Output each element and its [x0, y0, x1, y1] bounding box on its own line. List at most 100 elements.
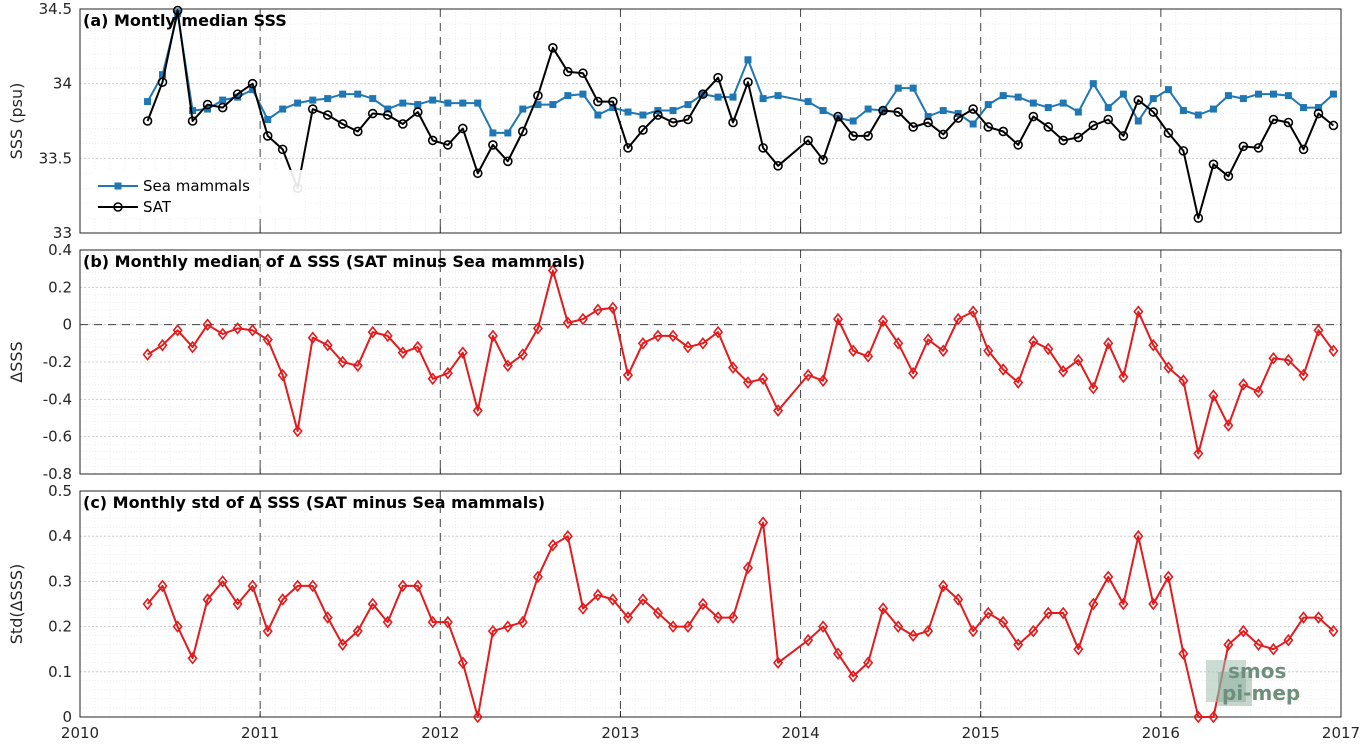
y-tick-label: 34.5: [39, 0, 72, 18]
y-tick-label: 0.2: [48, 618, 72, 636]
data-point: [983, 122, 994, 132]
data-point: [397, 346, 408, 359]
data-point: [247, 323, 258, 337]
data-point: [502, 620, 513, 633]
data-point: [157, 579, 168, 593]
data-point: [502, 359, 513, 373]
data-point: [337, 355, 348, 369]
data-point: [1208, 389, 1219, 402]
y-tick-label: -0.4: [43, 390, 72, 408]
data-point: [998, 363, 1009, 376]
data-point: [324, 95, 332, 103]
data-point: [607, 593, 618, 606]
data-point: [984, 101, 992, 109]
data-point: [202, 593, 213, 606]
data-point: [1224, 92, 1232, 100]
data-point: [1314, 104, 1322, 112]
data-point: [652, 329, 663, 343]
data-point: [1073, 642, 1084, 656]
data-point: [172, 5, 183, 16]
data-point: [1283, 117, 1294, 128]
data-point: [729, 93, 737, 101]
data-point: [759, 95, 767, 103]
data-point: [157, 77, 168, 87]
data-point: [142, 348, 153, 361]
data-point: [848, 131, 858, 141]
data-point: [1298, 144, 1309, 155]
data-point: [458, 123, 468, 134]
data-point: [577, 312, 588, 326]
data-point: [1239, 95, 1247, 103]
data-point: [337, 638, 348, 651]
data-point: [277, 144, 288, 155]
x-tick-label: 2014: [781, 724, 819, 742]
data-point: [1194, 111, 1202, 119]
data-point: [1088, 597, 1099, 611]
data-point: [1268, 351, 1279, 365]
data-point: [1058, 135, 1069, 146]
panel-title: (a) Montly median SSS: [83, 11, 287, 30]
data-point: [427, 372, 438, 386]
data-point: [1238, 141, 1249, 152]
data-point: [277, 368, 288, 382]
data-point: [819, 107, 827, 115]
data-point: [1148, 107, 1159, 117]
x-tick-label: 2017: [1322, 724, 1360, 742]
data-point: [622, 368, 634, 382]
data-point: [489, 129, 497, 137]
data-point: [459, 99, 467, 107]
data-point: [172, 620, 183, 633]
data-point: [1118, 370, 1129, 384]
data-point: [818, 155, 828, 165]
data-point: [1253, 143, 1264, 153]
data-point: [549, 101, 557, 109]
data-point: [668, 620, 679, 633]
data-point: [923, 624, 934, 638]
logo-text-smos: smos: [1228, 659, 1286, 683]
y-tick-label: 33.5: [39, 149, 72, 167]
data-point: [728, 117, 738, 128]
panel-c: 0 0.1 0.2 0.3 0.4 0.5 (c) Monthly std of Δ SSS…: [7, 482, 1360, 742]
data-point: [113, 202, 123, 212]
logo-text-pi-mep: pi-mep: [1222, 681, 1300, 705]
data-point: [833, 647, 844, 661]
data-point: [1298, 368, 1309, 382]
data-point: [742, 376, 753, 389]
data-point: [818, 374, 829, 387]
data-point: [578, 68, 588, 79]
data-point: [758, 372, 769, 386]
data-point: [1163, 361, 1174, 374]
data-point: [1103, 570, 1114, 584]
data-point: [547, 264, 558, 277]
data-point: [517, 348, 528, 361]
data-point: [923, 333, 934, 346]
data-point: [909, 84, 917, 92]
data-point: [382, 615, 393, 629]
data-point: [382, 329, 393, 343]
data-point: [369, 95, 377, 103]
data-point: [114, 182, 122, 190]
data-point: [1178, 374, 1189, 387]
data-point: [442, 366, 453, 380]
data-point: [1088, 120, 1099, 131]
data-point: [412, 340, 423, 354]
data-point: [1328, 624, 1339, 638]
data-point: [322, 110, 333, 120]
y-tick-label: -0.8: [43, 465, 72, 483]
data-point: [1193, 710, 1204, 724]
axes-frame: [79, 249, 1342, 475]
data-point: [773, 404, 784, 417]
data-point: [307, 104, 318, 114]
data-point: [187, 340, 198, 354]
data-point: [1238, 624, 1249, 638]
legend-box: [94, 170, 304, 218]
data-point: [232, 89, 243, 99]
data-point: [412, 579, 423, 593]
smos-pi-mep-logo: smos pi-mep: [1206, 659, 1300, 706]
data-point: [472, 168, 483, 179]
data-point: [758, 143, 768, 153]
data-point: [367, 325, 378, 339]
data-point: [352, 359, 363, 373]
data-point: [503, 156, 513, 167]
data-point: [382, 110, 393, 120]
